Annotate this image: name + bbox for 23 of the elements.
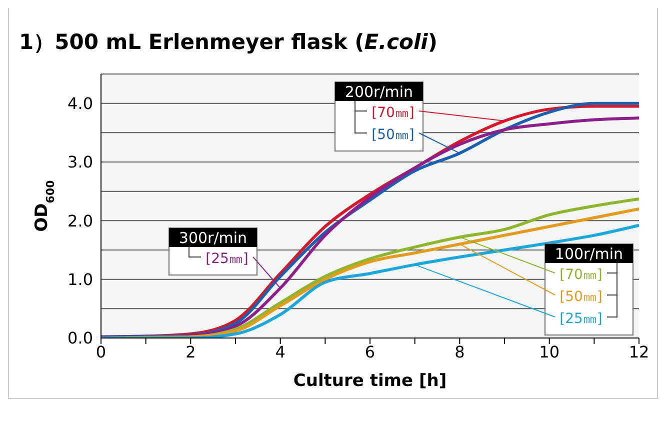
y-tick-label: 4.0 <box>68 94 93 114</box>
y-tick-label: 2.0 <box>68 211 93 230</box>
annotation: 100r/min <box>554 245 624 263</box>
x-tick-label: 2 <box>186 342 196 362</box>
x-tick-label: 12 <box>628 342 650 362</box>
y-tick-label: 1.0 <box>68 270 93 290</box>
chart-title: 1）500 mL Erlenmeyer flask (E.coli) <box>18 29 438 56</box>
x-tick-label: 4 <box>275 342 286 362</box>
x-tick-label: 10 <box>539 342 560 362</box>
annotation: 300r/min <box>178 229 248 247</box>
text: [70㎜] <box>560 267 602 283</box>
y-tick-label: 0.0 <box>68 328 93 348</box>
x-tick-label: 8 <box>454 342 465 362</box>
text: [25㎜] <box>206 251 248 267</box>
x-tick-label: 6 <box>364 342 376 362</box>
annotation: 200r/min <box>344 83 414 101</box>
x-axis-title: Culture time [h] <box>293 371 447 391</box>
x-tick-label: 0 <box>96 342 106 362</box>
series-label: [50㎜] <box>372 127 414 143</box>
text: [70㎜] <box>372 105 414 121</box>
text: [50㎜] <box>560 289 602 305</box>
y-tick-label: 3.0 <box>68 152 93 172</box>
text: [25㎜] <box>560 311 602 327</box>
